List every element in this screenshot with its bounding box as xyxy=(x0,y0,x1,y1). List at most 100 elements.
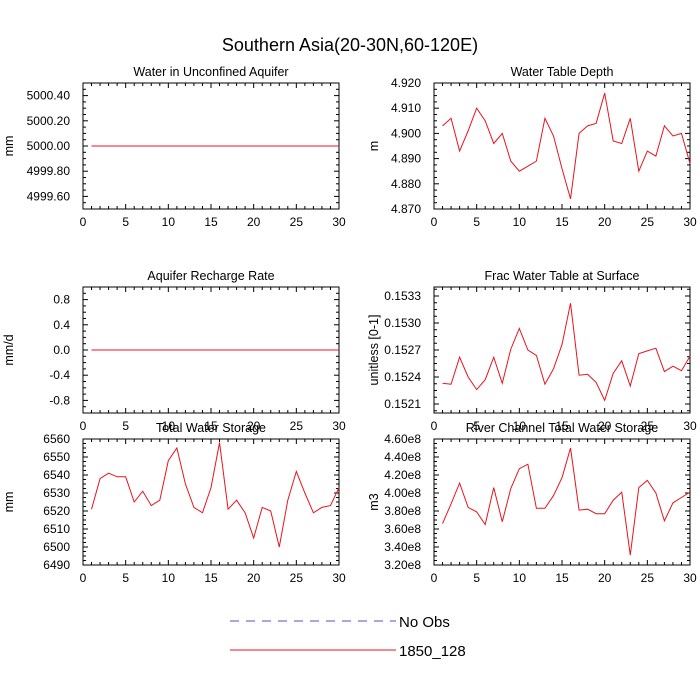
y-tick-label: 6560 xyxy=(43,432,70,446)
y-tick-label: 6540 xyxy=(43,468,70,482)
y-tick-label: 4.60e8 xyxy=(384,432,421,446)
y-tick-label: 5000.00 xyxy=(27,139,71,153)
y-tick-label: 3.40e8 xyxy=(384,540,421,554)
x-tick-label: 15 xyxy=(555,215,569,229)
plot-frame xyxy=(433,82,691,210)
y-tick-label: 4999.80 xyxy=(27,164,71,178)
x-tick-label: 30 xyxy=(683,571,697,585)
y-tick-label: 4.00e8 xyxy=(384,486,421,500)
y-tick-label: 3.80e8 xyxy=(384,504,421,518)
panel-title: Water in Unconfined Aquifer xyxy=(133,65,288,79)
panel-title: River Channel Total Water Storage xyxy=(466,421,659,435)
y-axis-label: mm/d xyxy=(2,334,16,365)
series-line-1850_128 xyxy=(442,92,691,200)
y-axis-label: m xyxy=(367,141,381,151)
x-tick-label: 5 xyxy=(122,215,129,229)
y-tick-label: 0.0 xyxy=(53,343,70,357)
x-tick-label: 25 xyxy=(290,419,304,433)
y-tick-label: 4.880 xyxy=(391,177,421,191)
y-tick-label: 0.8 xyxy=(53,293,70,307)
y-tick-label: 4.40e8 xyxy=(384,450,421,464)
x-tick-label: 30 xyxy=(683,419,697,433)
x-tick-label: 0 xyxy=(431,419,438,433)
x-tick-label: 30 xyxy=(332,571,346,585)
y-tick-label: 4.870 xyxy=(391,202,421,216)
x-tick-label: 5 xyxy=(473,571,480,585)
y-axis-label: mm xyxy=(2,492,16,513)
x-tick-label: 25 xyxy=(641,419,655,433)
y-tick-label: -0.4 xyxy=(49,368,70,382)
y-tick-label: 0.1527 xyxy=(384,343,421,357)
y-tick-label: 6510 xyxy=(43,522,70,536)
y-tick-label: 0.1521 xyxy=(384,397,421,411)
chart-panel-4: Frac Water Table at Surface 0 5 10 15 20 25 30 0… xyxy=(367,269,697,433)
y-tick-label: 4.920 xyxy=(391,76,421,90)
series-line-1850_128 xyxy=(442,447,691,556)
x-tick-label: 5 xyxy=(473,215,480,229)
y-tick-label: 6490 xyxy=(43,558,70,572)
y-tick-label: 4.900 xyxy=(391,126,421,140)
chart-panel-3: Aquifer Recharge Rate 0 5 10 15 20 25 30 -0.8 -0.… xyxy=(2,269,346,433)
y-tick-label: 6520 xyxy=(43,504,70,518)
x-tick-label: 0 xyxy=(431,571,438,585)
chart-panel-2: Water Table Depth 0 5 10 15 20 25 30 4.870 4.880 4… xyxy=(367,65,697,229)
y-tick-label: 5000.40 xyxy=(27,89,71,103)
legend-label: 1850_128 xyxy=(399,643,466,660)
x-tick-label: 10 xyxy=(513,571,527,585)
x-tick-label: 10 xyxy=(162,419,176,433)
y-tick-label: 3.20e8 xyxy=(384,558,421,572)
x-tick-label: 15 xyxy=(204,419,218,433)
x-tick-label: 15 xyxy=(555,571,569,585)
chart-panel-1: Water in Unconfined Aquifer 0 5 10 15 20 25 30 4… xyxy=(2,65,346,229)
x-tick-label: 30 xyxy=(332,419,346,433)
x-tick-label: 20 xyxy=(247,571,261,585)
y-tick-label: 6550 xyxy=(43,450,70,464)
legend-label: No Obs xyxy=(399,614,450,631)
x-tick-label: 10 xyxy=(513,215,527,229)
x-tick-label: 25 xyxy=(290,215,304,229)
x-tick-label: 0 xyxy=(80,419,87,433)
y-axis-label: unitless [0-1] xyxy=(367,315,381,386)
y-tick-label: 0.1530 xyxy=(384,316,421,330)
x-tick-label: 25 xyxy=(641,571,655,585)
x-tick-label: 15 xyxy=(204,571,218,585)
chart-panel-6: River Channel Total Water Storage 0 5 10 15 2… xyxy=(367,421,697,585)
figure-title: Southern Asia(20-30N,60-120E) xyxy=(222,35,478,55)
series-line-1850_128 xyxy=(91,442,340,548)
chart-panels: Water in Unconfined Aquifer 0 5 10 15 20 25 30 4… xyxy=(2,65,697,585)
x-tick-label: 0 xyxy=(80,215,87,229)
panel-title: Total Water Storage xyxy=(156,421,266,435)
y-tick-label: -0.8 xyxy=(49,393,70,407)
chart-panel-5: Total Water Storage 0 5 10 15 20 25 30 6490 6500 6… xyxy=(2,421,346,585)
y-tick-label: 6500 xyxy=(43,540,70,554)
series-line-1850_128 xyxy=(442,303,691,402)
x-tick-label: 5 xyxy=(473,419,480,433)
x-tick-label: 20 xyxy=(598,571,612,585)
x-tick-label: 20 xyxy=(598,215,612,229)
x-tick-label: 20 xyxy=(247,419,261,433)
panel-title: Aquifer Recharge Rate xyxy=(147,269,274,283)
panel-title: Frac Water Table at Surface xyxy=(485,269,640,283)
y-tick-label: 0.1524 xyxy=(384,370,421,384)
x-tick-label: 10 xyxy=(513,419,527,433)
y-tick-label: 6530 xyxy=(43,486,70,500)
panel-title: Water Table Depth xyxy=(511,65,614,79)
y-tick-label: 0.1533 xyxy=(384,289,421,303)
x-tick-label: 5 xyxy=(122,571,129,585)
y-tick-label: 4999.60 xyxy=(27,189,71,203)
x-tick-label: 25 xyxy=(290,571,304,585)
x-tick-label: 10 xyxy=(162,571,176,585)
x-tick-label: 15 xyxy=(555,419,569,433)
y-tick-label: 3.60e8 xyxy=(384,522,421,536)
x-tick-label: 15 xyxy=(204,215,218,229)
plot-frame xyxy=(82,438,340,566)
x-tick-label: 25 xyxy=(641,215,655,229)
legend: No Obs 1850_128 xyxy=(230,614,466,660)
x-tick-label: 20 xyxy=(247,215,261,229)
x-tick-label: 0 xyxy=(431,215,438,229)
x-tick-label: 5 xyxy=(122,419,129,433)
y-tick-label: 4.890 xyxy=(391,152,421,166)
x-tick-label: 10 xyxy=(162,215,176,229)
plot-frame xyxy=(433,438,691,566)
